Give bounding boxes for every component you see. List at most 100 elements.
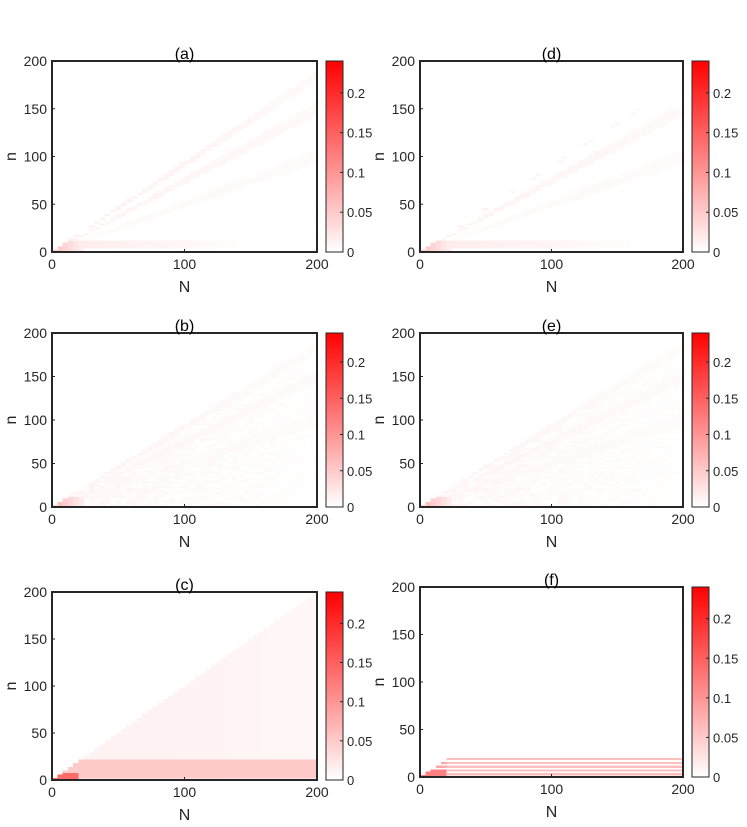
- heatmap-cell: [152, 211, 159, 215]
- heatmap-cell: [253, 704, 259, 707]
- heatmap-cell: [216, 463, 222, 466]
- heatmap-cell: [242, 430, 249, 433]
- heatmap-cell: [253, 676, 259, 679]
- heatmap-cell: [242, 145, 249, 148]
- heatmap-cell: [274, 371, 281, 374]
- heatmap-cell: [163, 768, 169, 771]
- heatmap-cell: [142, 763, 148, 766]
- heatmap-cell: [152, 746, 159, 749]
- heatmap-cell: [258, 432, 265, 435]
- heatmap-cell: [83, 770, 90, 773]
- heatmap-cell: [285, 432, 291, 435]
- heatmap-cell: [131, 242, 138, 245]
- heatmap-cell: [279, 695, 286, 698]
- heatmap-cell: [226, 413, 233, 416]
- heatmap-cell: [126, 749, 132, 753]
- heatmap-cell: [311, 764, 318, 768]
- heatmap-cell: [211, 432, 217, 435]
- heatmap-cell: [264, 702, 270, 706]
- heatmap-cell: [264, 661, 270, 664]
- heatmap-cell: [99, 240, 106, 243]
- heatmap-cell: [195, 458, 201, 461]
- heatmap-cell: [158, 712, 164, 715]
- heatmap-cell: [184, 757, 191, 760]
- heatmap-cell: [226, 742, 233, 745]
- heatmap-cell: [274, 772, 281, 775]
- heatmap-cell: [179, 719, 185, 723]
- heatmap-cell: [211, 687, 217, 691]
- heatmap-cell: [279, 661, 286, 664]
- heatmap-cell: [301, 112, 307, 115]
- heatmap-cell: [264, 721, 270, 724]
- heatmap-cell: [237, 763, 244, 766]
- heatmap-cell: [226, 397, 233, 400]
- heatmap-cell: [131, 764, 138, 768]
- heatmap-cell: [311, 350, 318, 353]
- heatmap-cell: [274, 667, 281, 670]
- heatmap-cell: [205, 680, 212, 683]
- heatmap-cell: [295, 420, 302, 423]
- heatmap-cell: [514, 246, 521, 249]
- heatmap-cell: [311, 770, 318, 773]
- heatmap-cell: [306, 112, 312, 115]
- heatmap-cell: [279, 162, 286, 165]
- heatmap-cell: [248, 644, 254, 647]
- heatmap-cell: [311, 708, 318, 711]
- heatmap-cell: [189, 749, 196, 753]
- heatmap-cell: [269, 702, 275, 706]
- heatmap-cell: [195, 742, 201, 745]
- heatmap-cell: [253, 702, 259, 706]
- heatmap-cell: [147, 447, 153, 450]
- y-tick-label: 150: [24, 631, 48, 647]
- heatmap-cell: [269, 691, 275, 694]
- heatmap-cell: [311, 644, 318, 647]
- heatmap-cell: [248, 740, 254, 743]
- heatmap-cell: [258, 772, 265, 775]
- heatmap-cell: [173, 725, 180, 728]
- heatmap-cell: [258, 672, 265, 676]
- heatmap-cell: [237, 648, 244, 651]
- heatmap-cell: [216, 164, 222, 167]
- heatmap-cell: [258, 386, 265, 389]
- heatmap-cell: [232, 693, 238, 696]
- heatmap-cell: [258, 500, 265, 503]
- heatmap-cell: [248, 493, 254, 496]
- heatmap-cell: [301, 114, 307, 117]
- heatmap-cell: [73, 496, 79, 499]
- heatmap-cell: [200, 740, 206, 743]
- heatmap-cell: [264, 766, 270, 770]
- heatmap-cell: [211, 160, 217, 163]
- heatmap-cell: [237, 179, 244, 182]
- heatmap-cell: [211, 719, 217, 723]
- heatmap-cell: [163, 744, 169, 747]
- heatmap-cell: [221, 494, 228, 497]
- heatmap-cell: [301, 164, 307, 167]
- heatmap-cell: [105, 757, 111, 760]
- heatmap-cell: [168, 489, 175, 492]
- heatmap-cell: [211, 473, 217, 476]
- heatmap-cell: [168, 708, 175, 711]
- heatmap-cell: [248, 746, 254, 749]
- heatmap-cell: [152, 736, 159, 739]
- heatmap-cell: [311, 106, 318, 110]
- heatmap-cell: [274, 757, 281, 760]
- heatmap-cell: [237, 742, 244, 745]
- heatmap-cell: [248, 642, 254, 645]
- heatmap-cell: [200, 167, 206, 171]
- heatmap-cell: [269, 432, 275, 435]
- heatmap-cell: [232, 717, 238, 721]
- heatmap-cell: [290, 95, 297, 98]
- heatmap-cell: [306, 753, 312, 756]
- heatmap-cell: [274, 397, 281, 400]
- heatmap-cell: [483, 208, 489, 211]
- heatmap-cell: [295, 432, 302, 435]
- heatmap-cell: [211, 761, 217, 764]
- heatmap-cell: [78, 500, 85, 503]
- heatmap-cell: [301, 371, 307, 374]
- heatmap-cell: [99, 489, 106, 492]
- heatmap-cell: [189, 487, 196, 490]
- colorbar-tick-label: 0.15: [347, 126, 372, 141]
- heatmap-cell: [216, 449, 222, 452]
- heatmap-cell: [211, 477, 217, 480]
- heatmap-cell: [258, 631, 265, 634]
